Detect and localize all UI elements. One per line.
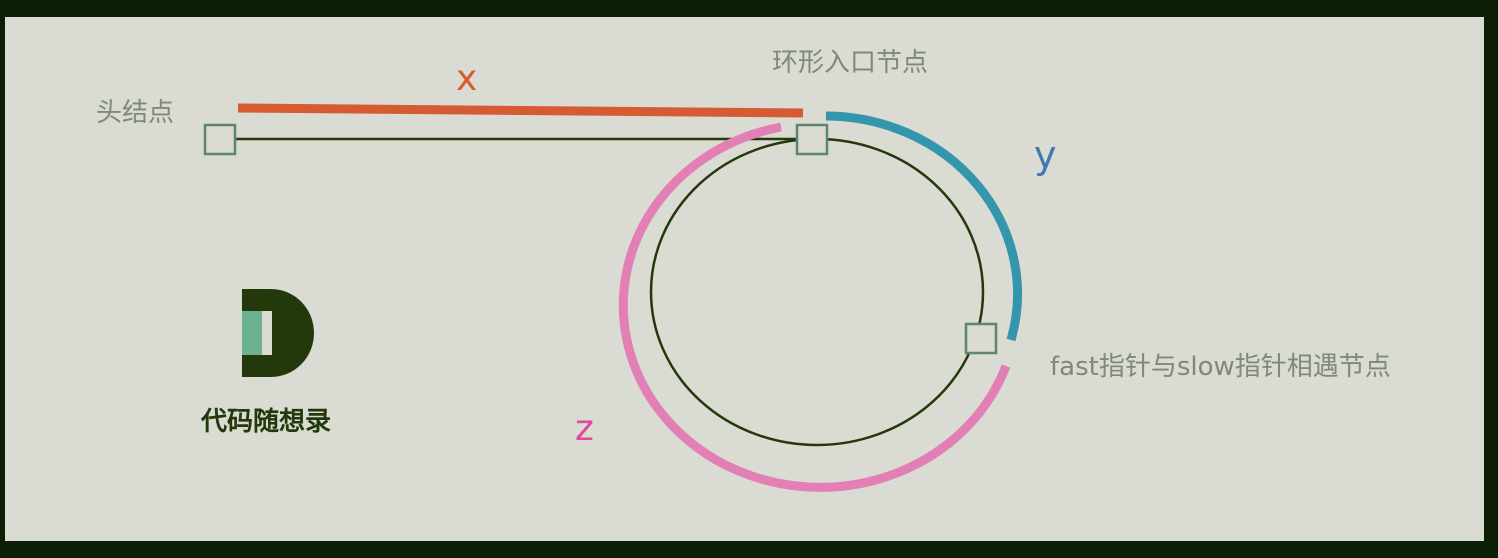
diagram-canvas — [5, 17, 1484, 541]
entry-node-box — [795, 123, 829, 156]
x-segment-bar — [237, 103, 804, 118]
y-label: y — [1034, 133, 1057, 177]
z-label: z — [575, 408, 594, 449]
meet-node-label: fast指针与slow指针相遇节点 — [1050, 352, 1391, 382]
logo-text: 代码随想录 — [200, 406, 331, 437]
head-node-label: 头结点 — [96, 98, 174, 128]
head-node-box — [203, 123, 237, 156]
z-arc — [618, 122, 1011, 492]
y-arc — [825, 111, 1022, 342]
x-label: x — [456, 58, 477, 99]
meet-node-box — [964, 322, 998, 355]
logo-d-icon — [242, 289, 314, 377]
entry-node-label: 环形入口节点 — [772, 48, 928, 78]
